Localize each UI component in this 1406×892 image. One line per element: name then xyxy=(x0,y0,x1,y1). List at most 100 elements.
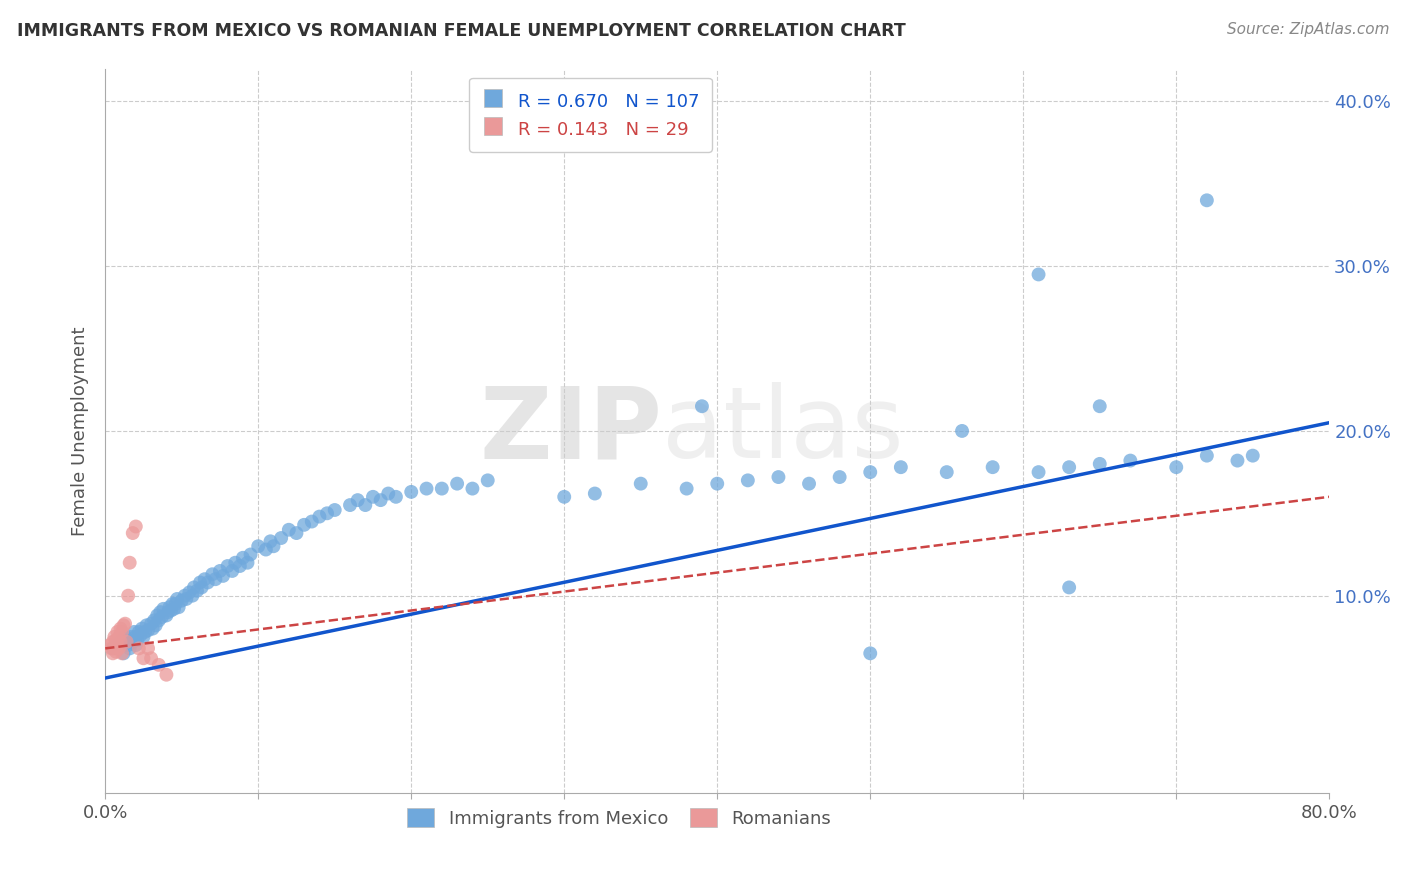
Point xyxy=(129,628,152,642)
Point xyxy=(377,486,399,500)
Point xyxy=(675,482,697,496)
Point xyxy=(224,556,246,570)
Point xyxy=(103,630,125,644)
Point xyxy=(247,539,270,553)
Point xyxy=(292,517,315,532)
Point xyxy=(339,498,361,512)
Point xyxy=(115,634,138,648)
Point xyxy=(1088,399,1111,413)
Point xyxy=(354,498,377,512)
Point xyxy=(1028,465,1050,479)
Point xyxy=(112,618,135,632)
Point xyxy=(167,600,190,615)
Point xyxy=(117,633,139,648)
Point xyxy=(690,399,713,413)
Point xyxy=(110,634,132,648)
Point xyxy=(308,509,330,524)
Point xyxy=(277,523,299,537)
Point xyxy=(981,460,1004,475)
Point xyxy=(108,630,131,644)
Point xyxy=(477,474,499,488)
Point xyxy=(155,608,177,623)
Point xyxy=(166,591,188,606)
Point xyxy=(399,484,422,499)
Point xyxy=(155,667,177,681)
Point xyxy=(1195,194,1218,208)
Point xyxy=(176,591,198,606)
Point xyxy=(270,531,292,545)
Point xyxy=(145,618,167,632)
Point xyxy=(630,476,652,491)
Point xyxy=(415,482,437,496)
Point xyxy=(1195,449,1218,463)
Point xyxy=(797,476,820,491)
Point xyxy=(583,486,606,500)
Point xyxy=(232,550,254,565)
Point xyxy=(108,641,131,656)
Point xyxy=(890,460,912,475)
Point xyxy=(100,641,122,656)
Point xyxy=(221,564,243,578)
Point xyxy=(107,624,129,639)
Point xyxy=(316,506,339,520)
Point xyxy=(128,624,150,639)
Point xyxy=(259,534,281,549)
Point xyxy=(110,634,132,648)
Point xyxy=(553,490,575,504)
Point xyxy=(124,624,146,639)
Point xyxy=(190,581,212,595)
Point xyxy=(165,597,187,611)
Point xyxy=(132,651,155,665)
Point xyxy=(212,569,235,583)
Point xyxy=(859,465,882,479)
Point xyxy=(134,624,156,639)
Point xyxy=(107,638,129,652)
Point xyxy=(194,572,217,586)
Point xyxy=(179,585,201,599)
Point xyxy=(1166,460,1188,475)
Point xyxy=(254,542,277,557)
Point xyxy=(263,539,285,553)
Point xyxy=(446,476,468,491)
Point xyxy=(117,638,139,652)
Point xyxy=(98,638,121,652)
Point xyxy=(152,602,174,616)
Point xyxy=(301,515,323,529)
Point xyxy=(1088,457,1111,471)
Point xyxy=(160,603,183,617)
Point xyxy=(285,526,308,541)
Point xyxy=(950,424,973,438)
Point xyxy=(162,597,184,611)
Point xyxy=(114,616,136,631)
Y-axis label: Female Unemployment: Female Unemployment xyxy=(72,326,89,536)
Point xyxy=(859,646,882,660)
Point xyxy=(112,646,135,660)
Point xyxy=(173,589,195,603)
Point xyxy=(118,556,141,570)
Point xyxy=(204,572,226,586)
Point xyxy=(186,583,208,598)
Point xyxy=(125,638,148,652)
Point xyxy=(1057,581,1080,595)
Point xyxy=(163,602,186,616)
Point xyxy=(1028,268,1050,282)
Legend: Immigrants from Mexico, Romanians: Immigrants from Mexico, Romanians xyxy=(401,801,838,835)
Point xyxy=(125,630,148,644)
Point xyxy=(156,605,179,619)
Point xyxy=(114,630,136,644)
Text: ZIP: ZIP xyxy=(479,383,662,479)
Point xyxy=(150,610,173,624)
Point xyxy=(706,476,728,491)
Point xyxy=(136,624,159,638)
Point xyxy=(236,556,259,570)
Point xyxy=(107,638,129,652)
Point xyxy=(131,622,153,636)
Point xyxy=(103,641,125,656)
Point xyxy=(239,548,262,562)
Point xyxy=(117,589,139,603)
Point xyxy=(201,567,224,582)
Point xyxy=(111,624,134,639)
Point xyxy=(127,633,149,648)
Point xyxy=(159,600,181,615)
Point xyxy=(737,474,759,488)
